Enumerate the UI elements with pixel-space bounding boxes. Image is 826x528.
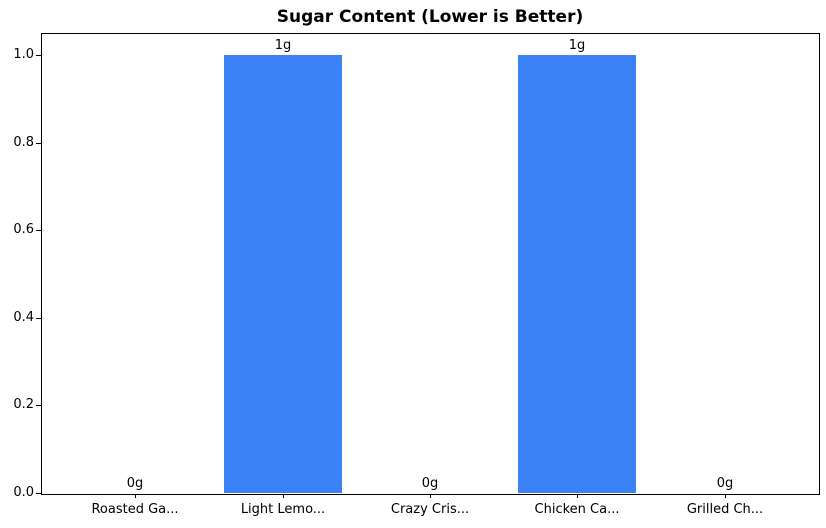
- bar-value-label: 0g: [421, 476, 439, 491]
- x-tick-label: Roasted Ga...: [91, 502, 179, 517]
- plot-area: [41, 33, 820, 495]
- x-tick-label: Grilled Ch...: [686, 502, 764, 517]
- y-tick-label: 0.2: [13, 397, 34, 412]
- bar-value-label: 1g: [568, 38, 586, 53]
- bar: [224, 55, 342, 493]
- y-tick-mark: [36, 55, 41, 56]
- y-tick-mark: [36, 405, 41, 406]
- bar-value-label: 1g: [274, 38, 292, 53]
- x-tick-mark: [725, 494, 726, 498]
- y-tick-label: 1.0: [13, 47, 34, 62]
- x-tick-label: Chicken Ca...: [534, 502, 620, 517]
- x-tick-label: Crazy Cris...: [390, 502, 470, 517]
- y-tick-label: 0.8: [13, 135, 34, 150]
- bar-value-label: 0g: [716, 476, 734, 491]
- bar: [518, 55, 636, 493]
- y-tick-label: 0.6: [13, 222, 34, 237]
- chart-title: Sugar Content (Lower is Better): [276, 7, 584, 27]
- x-tick-mark: [430, 494, 431, 498]
- y-tick-mark: [36, 143, 41, 144]
- y-tick-label: 0.4: [13, 310, 34, 325]
- y-tick-mark: [36, 318, 41, 319]
- y-tick-label: 0.0: [13, 485, 34, 500]
- y-tick-mark: [36, 230, 41, 231]
- x-tick-label: Light Lemo...: [240, 502, 326, 517]
- bar-value-label: 0g: [126, 476, 144, 491]
- y-tick-mark: [36, 493, 41, 494]
- x-tick-mark: [283, 494, 284, 498]
- x-tick-mark: [135, 494, 136, 498]
- x-tick-mark: [577, 494, 578, 498]
